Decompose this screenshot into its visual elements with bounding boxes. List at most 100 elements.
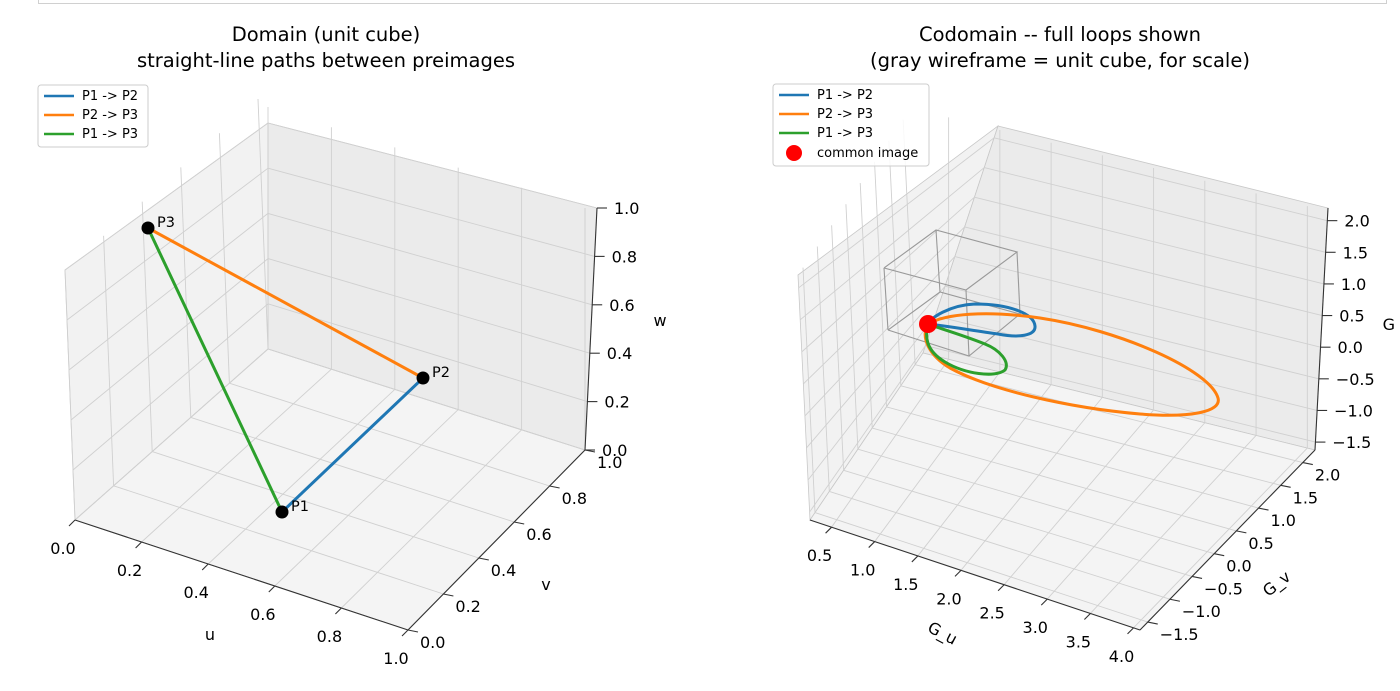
domain-series [146, 226, 425, 514]
previous-output-frame [38, 0, 1387, 4]
r-ytick-0 [1147, 621, 1158, 625]
l-ytick-0 [407, 629, 419, 633]
domain-point-p3 [141, 221, 155, 235]
codomain-axes [809, 207, 1338, 635]
r-xgrid-6 [1090, 435, 1257, 614]
r-ytick-6 [1280, 484, 1291, 488]
unit-cube-wireframe [883, 229, 1022, 357]
codomain-legend-marker-4 [786, 145, 802, 161]
l-ztick-label-2: 0.4 [607, 344, 632, 363]
wireframe-edge-1 [883, 267, 889, 331]
r-xgrid-3 [960, 397, 1103, 571]
l-ygrid-side-4 [218, 133, 230, 384]
l-ytick-3 [514, 521, 525, 525]
domain-chart: 0.00.20.40.60.81.00.00.20.40.60.81.00.00… [37, 23, 667, 668]
r-zgrid-side-7 [798, 137, 995, 289]
codomain-loop-p2-p3 [923, 312, 1220, 417]
l-xtick-4 [335, 607, 342, 615]
r-ytick-label-3: 0.0 [1226, 557, 1251, 576]
domain-grid [64, 98, 598, 631]
r-zgrid-side-6 [799, 167, 985, 321]
l-zgrid-side-2 [70, 258, 269, 421]
codomain-chart: 0.5 1.0 1.5 2.0 2.5 3.0 3.5 4.0 −1.5 −1.0 −0.5 0.0 0… [772, 23, 1395, 666]
wireframe-edge-4 [965, 289, 970, 357]
codomain-legend-label-4: common image [817, 146, 918, 161]
codomain-xlabel: G_u [924, 618, 960, 650]
l-ytick-label-3: 0.6 [526, 525, 551, 544]
r-ztick-label-3: 0.0 [1338, 338, 1363, 357]
domain-path-3 [146, 227, 284, 513]
r-xgrid-5 [1046, 422, 1206, 600]
r-y-axis-line [1139, 449, 1316, 631]
r-ztick-label-2: −0.5 [1336, 370, 1375, 389]
r-ztick-label-5: 1.0 [1341, 275, 1366, 294]
l-zgrid-2 [267, 258, 590, 354]
l-xtick-label-2: 0.4 [183, 583, 208, 602]
l-ytick-2 [478, 557, 489, 561]
r-ygrid-side-2 [831, 225, 845, 471]
codomain-chart-panel: 0.5 1.0 1.5 2.0 2.5 3.0 3.5 4.0 −1.5 −1.0 −0.5 0.0 0… [700, 0, 1400, 687]
r-xgrid-2 [917, 384, 1052, 557]
l-ztick-label-4: 0.8 [612, 247, 637, 266]
r-ytick-label-7: 2.0 [1315, 466, 1340, 485]
domain-point-label-p2: P2 [432, 365, 450, 381]
l-xgrid-2 [207, 389, 396, 565]
l-zgrid-3 [267, 212, 593, 306]
r-xtick-3 [954, 569, 962, 577]
codomain-series [923, 302, 1220, 417]
l-x-axis-line [74, 519, 409, 631]
domain-axes [68, 207, 607, 637]
r-ygrid-1 [829, 491, 1171, 600]
l-ygrid-side-3 [180, 167, 192, 418]
r-ygrid-3 [857, 448, 1215, 555]
codomain-legend-label-2: P2 -> P3 [817, 107, 873, 122]
r-zgrid-side-1 [807, 315, 936, 481]
r-zgrid-6 [984, 167, 1326, 253]
l-xtick-label-0: 0.0 [50, 539, 75, 558]
r-zgrid-0 [925, 345, 1316, 443]
codomain-subtitle: (gray wireframe = unit cube, for scale) [870, 49, 1250, 72]
r-ygrid-5 [886, 406, 1259, 509]
r-ytick-1 [1169, 598, 1181, 602]
l-z-axis-line [584, 207, 598, 451]
l-xtick-1 [135, 541, 142, 549]
codomain-title: Codomain -- full loops shown [919, 23, 1201, 46]
l-ztick-label-1: 0.2 [604, 393, 629, 412]
r-ygrid-side-5 [874, 161, 887, 407]
l-zgrid-4 [267, 167, 595, 257]
r-xtick-4 [997, 584, 1005, 592]
l-ytick-label-1: 0.2 [455, 597, 480, 616]
domain-subtitle: straight-line paths between preimages [137, 49, 515, 72]
r-ztick-label-7: 2.0 [1344, 212, 1369, 231]
l-ygrid-side-1 [103, 235, 115, 486]
r-xgrid-1 [874, 371, 1001, 542]
r-xtick-label-1: 1.0 [850, 561, 875, 580]
codomain-legend-label-1: P1 -> P2 [817, 88, 873, 103]
r-xtick-label-6: 3.5 [1066, 632, 1091, 651]
r-ytick-2 [1191, 575, 1203, 579]
l-ygrid-side-0 [64, 269, 76, 521]
r-ytick-label-2: −0.5 [1204, 579, 1243, 598]
l-zgrid-0 [267, 348, 586, 451]
codomain-legend-label-3: P1 -> P3 [817, 126, 873, 141]
l-ytick-1 [443, 593, 454, 597]
l-zgrid-5 [267, 122, 598, 209]
r-xtick-7 [1127, 627, 1134, 635]
l-xtick-label-1: 0.2 [117, 561, 142, 580]
codomain-legend-frame [772, 83, 930, 167]
l-xtick-label-5: 1.0 [383, 649, 408, 668]
l-ytick-label-5: 1.0 [597, 453, 622, 472]
r-ztick-label-1: −1.0 [1334, 401, 1373, 420]
codomain-loop-p1-p2 [925, 302, 1037, 338]
r-ygrid-side-0 [802, 267, 816, 513]
l-ygrid-4 [229, 382, 550, 487]
domain-point-label-p3: P3 [157, 215, 175, 231]
r-ygrid-6 [900, 385, 1281, 486]
r-ztick-label-0: −1.5 [1332, 433, 1371, 452]
l-ytick-label-2: 0.4 [491, 561, 516, 580]
l-zgrid-1 [267, 303, 588, 403]
domain-point-p2 [416, 371, 430, 385]
r-ytick-label-5: 1.0 [1271, 511, 1296, 530]
r-ytick-label-6: 1.5 [1293, 488, 1318, 507]
r-ygrid-0 [814, 512, 1148, 623]
